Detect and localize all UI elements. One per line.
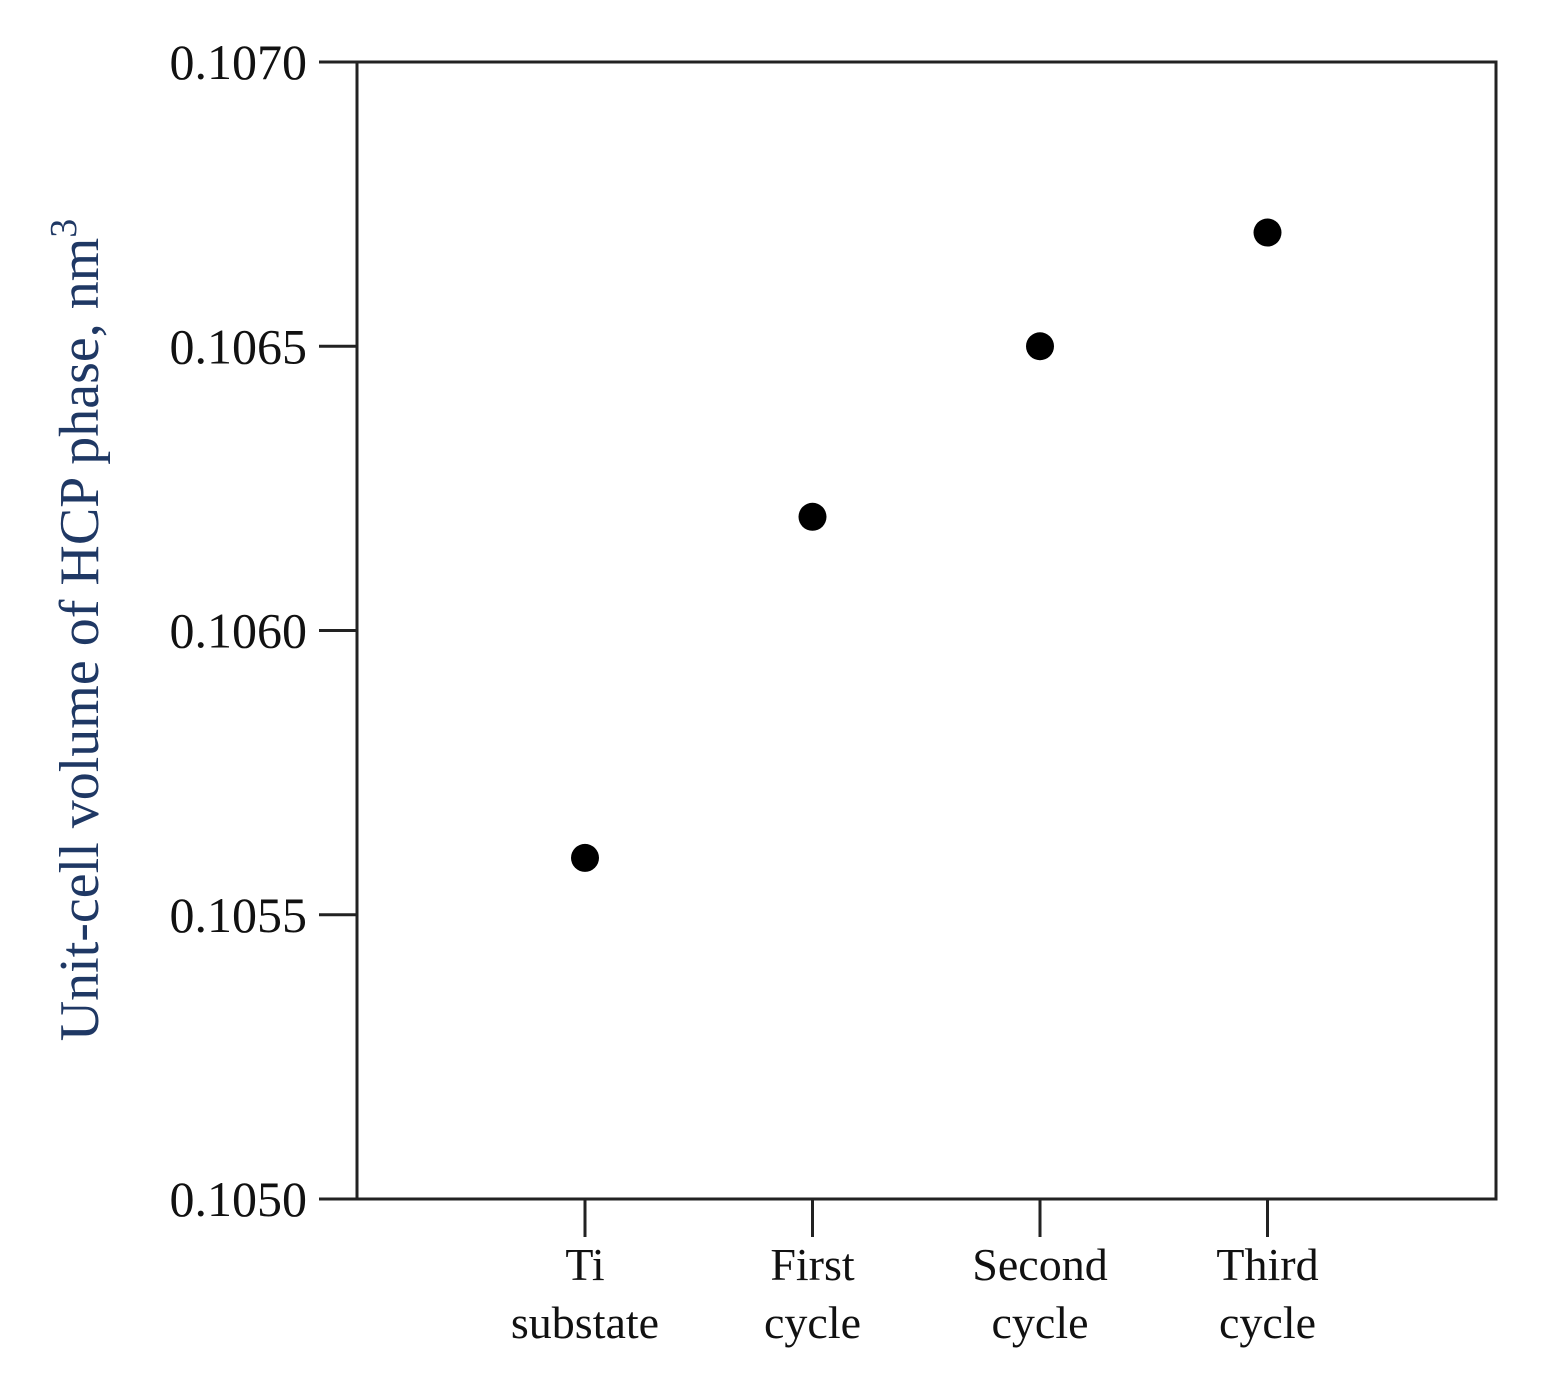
x-tick-label-0-line-0: Ti xyxy=(565,1239,604,1290)
y-tick-label-4: 0.1070 xyxy=(170,34,308,90)
plot-frame xyxy=(355,60,1498,1201)
y-tick-label-0: 0.1050 xyxy=(170,1171,308,1227)
y-tick-label-3: 0.1065 xyxy=(170,318,308,374)
data-points xyxy=(571,218,1282,872)
y-axis-title: Unit-cell volume of HCP phase, nm3 xyxy=(43,219,111,1042)
data-point-2 xyxy=(1026,332,1054,361)
x-tick-label-0-line-1: substate xyxy=(511,1297,659,1348)
x-tick-label-3-line-1: cycle xyxy=(1219,1297,1316,1348)
y-tick-label-2: 0.1060 xyxy=(170,603,308,659)
x-tick-label-2-line-0: Second xyxy=(972,1239,1107,1290)
y-axis-title-superscript: 3 xyxy=(43,219,85,238)
x-tick-label-1-line-1: cycle xyxy=(764,1297,861,1348)
x-tick-label-1: First cycle xyxy=(764,1239,861,1348)
x-axis-ticks: Ti substate First cycle Second cycle Third cycl… xyxy=(511,1199,1319,1348)
x-tick-label-1-line-0: First xyxy=(770,1239,855,1290)
x-tick-label-3: Third cycle xyxy=(1216,1239,1318,1348)
x-tick-label-3-line-0: Third xyxy=(1216,1239,1318,1290)
y-axis-title-text: Unit-cell volume of HCP phase, nm xyxy=(49,238,111,1042)
x-tick-label-2-line-1: cycle xyxy=(991,1297,1088,1348)
data-point-3 xyxy=(1253,218,1282,247)
y-tick-label-1: 0.1055 xyxy=(170,887,308,943)
data-point-0 xyxy=(571,843,599,872)
x-tick-label-0: Ti substate xyxy=(511,1239,659,1348)
x-tick-label-2: Second cycle xyxy=(972,1239,1107,1348)
y-axis-ticks: 0.1050 0.1055 0.1060 0.1065 0.1070 xyxy=(170,34,357,1227)
data-point-1 xyxy=(798,502,827,531)
